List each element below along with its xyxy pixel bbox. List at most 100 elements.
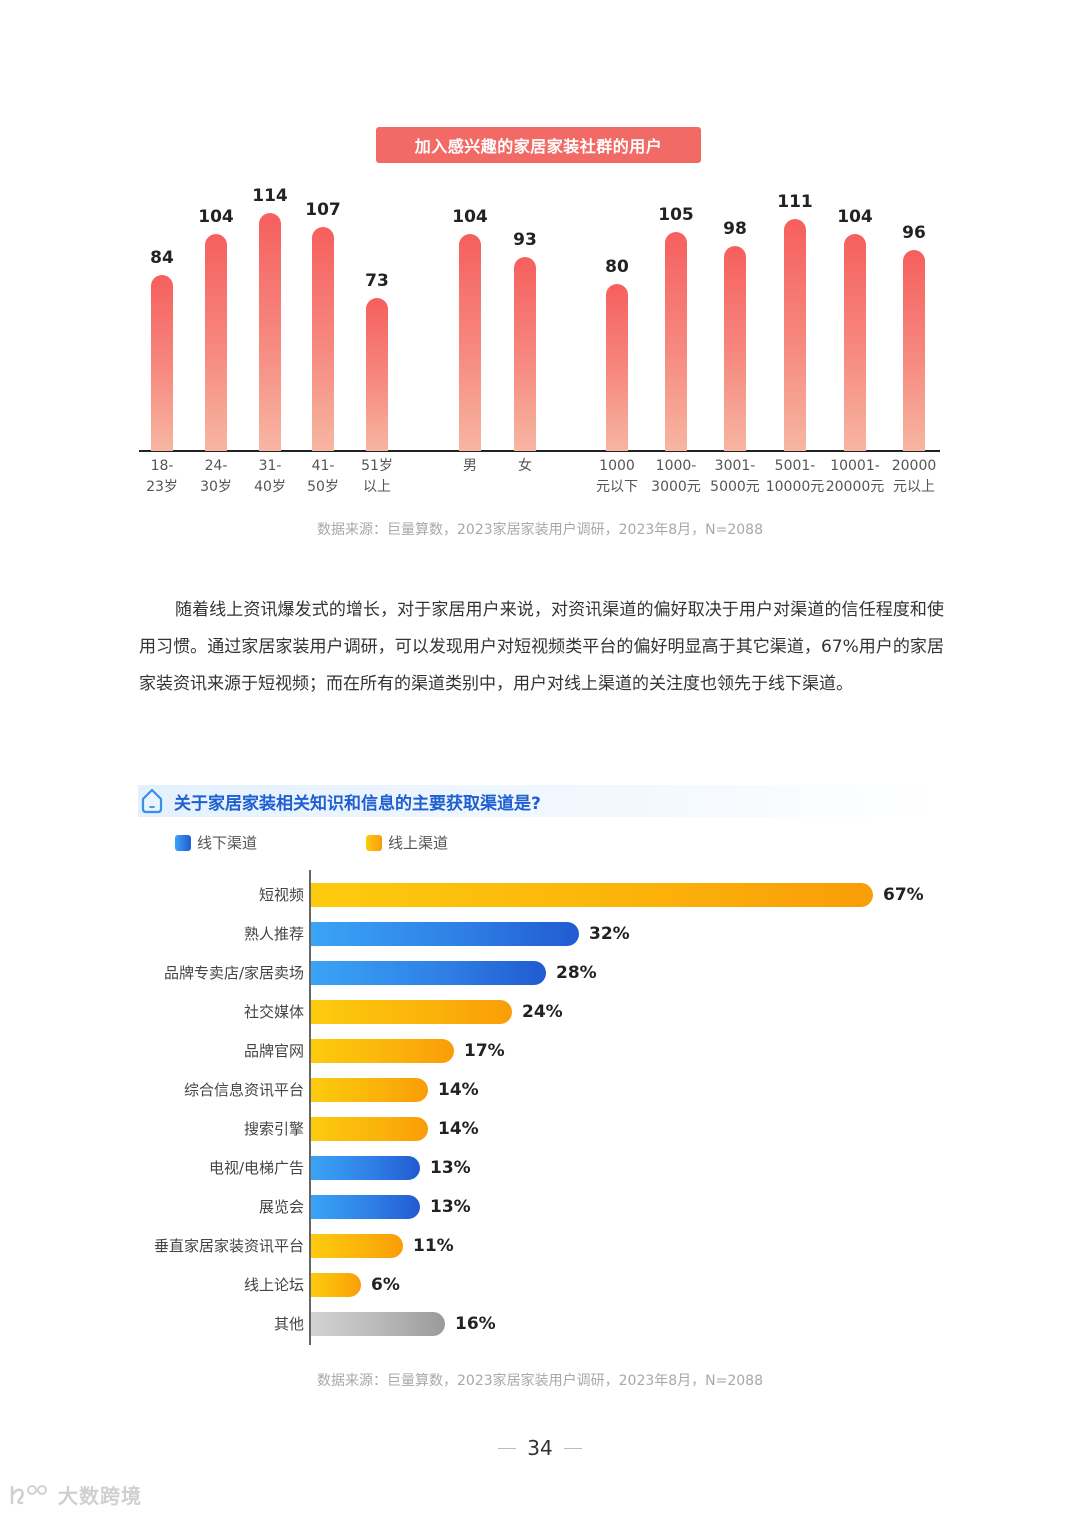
legend-label-online: 线上渠道 (388, 834, 449, 852)
bar-value-label: 105 (658, 205, 694, 225)
chart-row: 垂直家居家装资讯平台 11% (0, 1234, 1080, 1258)
bottom-chart-source: 数据来源：巨量算数，2023家居家装用户调研，2023年8月，N=2088 (317, 1373, 763, 1389)
bar (844, 234, 866, 451)
category-label: 3001- 5000元 (710, 458, 760, 495)
bar (514, 257, 536, 451)
watermark: 大数跨境 (8, 1480, 142, 1509)
chart-row: 短视频 67% (0, 883, 1080, 907)
chart-title-badge: 加入感兴趣的家居家装社群的用户 (376, 127, 701, 163)
bar-value-label: 93 (513, 230, 537, 250)
bar-online (311, 1117, 428, 1141)
bar-value-label: 16% (455, 1314, 496, 1334)
bar-offline (311, 961, 546, 985)
bar (459, 234, 481, 451)
bar-value-label: 107 (305, 200, 341, 220)
legend-offline: 线下渠道 (175, 832, 257, 853)
bar-value-label: 67% (883, 885, 924, 905)
bar-value-label: 13% (430, 1158, 471, 1178)
bar (784, 219, 806, 451)
bar-online (311, 1000, 512, 1024)
row-label: 电视/电梯广告 (208, 1159, 304, 1177)
bar-value-label: 32% (589, 924, 630, 944)
body-paragraph: 随着线上资讯爆发式的增长，对于家居用户来说，对资讯渠道的偏好取决于用户对渠道的信… (139, 600, 944, 694)
category-label: 1000- 3000元 (651, 458, 701, 495)
row-label: 线上论坛 (243, 1276, 304, 1294)
bar-value-label: 104 (452, 207, 488, 227)
user-community-bar-chart: 84 18- 23岁 104 24- 30岁 114 31- 40岁 107 41- 50岁 7… (0, 0, 1080, 520)
chart-row: 搜索引擎 14% (0, 1117, 1080, 1141)
bar-online (311, 1039, 454, 1063)
category-label: 31- 40岁 (254, 458, 286, 495)
bar-online (311, 1234, 403, 1258)
legend-online: 线上渠道 (366, 832, 448, 853)
bar (259, 213, 281, 451)
bar-online (311, 1273, 361, 1297)
bar-value-label: 98 (723, 219, 747, 239)
row-label: 品牌专卖店/家居卖场 (163, 964, 304, 982)
row-label: 熟人推荐 (243, 925, 304, 943)
category-label: 女 (518, 458, 532, 474)
page-number: 34 (0, 1436, 1080, 1460)
bar-value-label: 24% (522, 1002, 563, 1022)
bar (366, 298, 388, 451)
watermark-logo-icon (10, 1484, 47, 1504)
bar-value-label: 104 (198, 207, 234, 227)
category-label: 5001- 10000元 (765, 458, 825, 495)
bar-value-label: 73 (365, 271, 389, 291)
bar-value-label: 17% (464, 1041, 505, 1061)
chart-row: 其他 16% (0, 1312, 1080, 1336)
bar-value-label: 80 (605, 257, 629, 277)
chart-row: 展览会 13% (0, 1195, 1080, 1219)
chart-row: 线上论坛 6% (0, 1273, 1080, 1297)
bar-value-label: 104 (837, 207, 873, 227)
row-label: 垂直家居家装资讯平台 (153, 1237, 304, 1255)
legend-swatch-online (366, 834, 382, 851)
bar-value-label: 84 (150, 248, 174, 268)
legend-label-offline: 线下渠道 (197, 834, 258, 852)
row-label: 社交媒体 (243, 1003, 304, 1021)
legend-swatch-offline (175, 834, 191, 851)
chart-row: 熟人推荐 32% (0, 922, 1080, 946)
category-label: 51岁 以上 (361, 458, 393, 495)
top-chart-source: 数据来源：巨量算数，2023家居家装用户调研，2023年8月，N=2088 (317, 522, 763, 538)
chart-row: 品牌官网 17% (0, 1039, 1080, 1063)
question-title: 关于家居家装相关知识和信息的主要获取渠道是? (174, 793, 541, 814)
category-label: 20000 元以上 (891, 458, 937, 495)
row-label: 其他 (273, 1315, 304, 1333)
chart-row: 社交媒体 24% (0, 1000, 1080, 1024)
row-label: 品牌官网 (243, 1042, 304, 1060)
question-header: 关于家居家装相关知识和信息的主要获取渠道是? (138, 785, 938, 817)
chart-row: 品牌专卖店/家居卖场 28% (0, 961, 1080, 985)
x-axis-baseline (139, 450, 940, 452)
bar-offline (311, 1195, 420, 1219)
bar-value-label: 111 (777, 192, 813, 212)
category-label: 10001- 20000元 (825, 458, 885, 495)
category-label: 1000 元以下 (596, 458, 638, 495)
row-label: 展览会 (258, 1198, 304, 1216)
bar-value-label: 28% (556, 963, 597, 983)
bar-value-label: 96 (902, 223, 926, 243)
category-label: 41- 50岁 (307, 458, 339, 495)
bar-value-label: 11% (413, 1236, 454, 1256)
bar (312, 227, 334, 451)
page-number-dash-left (498, 1447, 517, 1449)
bar (151, 275, 173, 451)
chart-title: 加入感兴趣的家居家装社群的用户 (414, 137, 663, 156)
bar-online (311, 883, 873, 907)
bar-value-label: 13% (430, 1197, 471, 1217)
category-label: 男 (463, 458, 477, 474)
category-label: 24- 30岁 (200, 458, 232, 495)
bar-value-label: 14% (438, 1080, 479, 1100)
bar-other (311, 1312, 445, 1336)
category-label: 18- 23岁 (146, 458, 178, 495)
bar (724, 246, 746, 451)
watermark-text: 大数跨境 (58, 1484, 142, 1508)
chart-row: 电视/电梯广告 13% (0, 1156, 1080, 1180)
bar (665, 232, 687, 451)
bar (205, 234, 227, 451)
bar-value-label: 114 (252, 186, 288, 206)
page-number-text: 34 (527, 1436, 553, 1460)
row-label: 短视频 (258, 886, 304, 904)
page-number-dash-right (563, 1447, 582, 1449)
bar (903, 250, 925, 451)
